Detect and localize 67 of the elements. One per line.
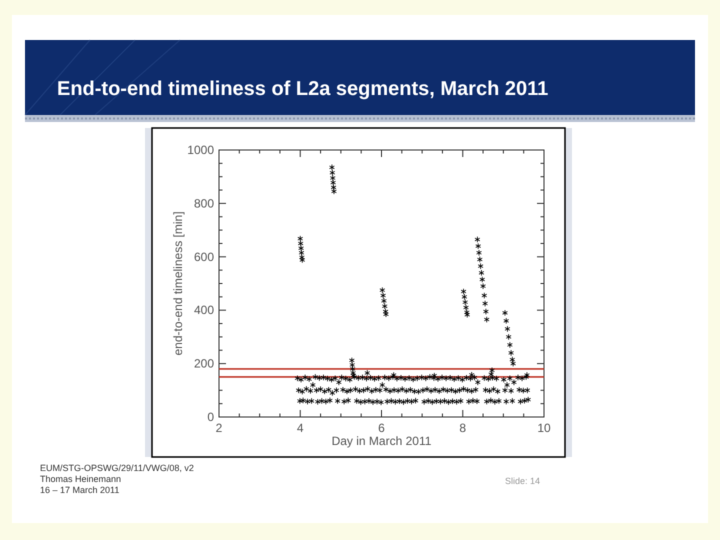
point bbox=[479, 276, 486, 283]
x-tick-label: 4 bbox=[296, 421, 304, 435]
y-axis-title: end-to-end timeliness [min] bbox=[171, 211, 185, 356]
text: 16 – 17 March 2011 bbox=[40, 485, 120, 495]
point bbox=[474, 236, 480, 243]
point bbox=[349, 357, 355, 364]
point bbox=[331, 188, 337, 195]
point bbox=[350, 366, 356, 372]
point bbox=[298, 240, 304, 247]
point bbox=[431, 372, 438, 379]
point bbox=[503, 318, 510, 324]
y-tick-label: 800 bbox=[194, 196, 214, 210]
point bbox=[298, 245, 304, 252]
point bbox=[464, 309, 470, 316]
y-tick-label: 400 bbox=[194, 303, 214, 318]
y-tick-label: 600 bbox=[194, 250, 214, 264]
point bbox=[382, 302, 388, 310]
point bbox=[330, 174, 336, 182]
point bbox=[463, 304, 469, 311]
x-tick-label: 10 bbox=[537, 421, 551, 435]
point bbox=[460, 288, 466, 295]
point bbox=[509, 356, 516, 363]
x-axis-title: Day in March 2011 bbox=[332, 434, 432, 448]
point bbox=[462, 298, 468, 306]
point bbox=[507, 342, 513, 348]
text: EUM/STG-OPSWG/29/11/VWG/08, v2 bbox=[40, 463, 194, 473]
y-tick-label: 1000 bbox=[187, 143, 214, 157]
point bbox=[349, 362, 356, 368]
point bbox=[504, 326, 510, 332]
point bbox=[464, 312, 470, 318]
point bbox=[380, 292, 386, 299]
x-tick-label: 6 bbox=[378, 421, 386, 435]
point bbox=[381, 298, 387, 304]
y-tick-label: 200 bbox=[194, 356, 214, 371]
point bbox=[502, 310, 508, 316]
point bbox=[508, 350, 514, 356]
point bbox=[478, 262, 484, 270]
x-tick-label: 2 bbox=[216, 421, 223, 435]
x-tick-label: 8 bbox=[459, 421, 466, 435]
point bbox=[379, 286, 386, 294]
point bbox=[330, 179, 336, 186]
point bbox=[299, 256, 306, 264]
y-tick-label: 0 bbox=[207, 410, 214, 424]
point bbox=[483, 308, 489, 315]
point bbox=[468, 372, 475, 378]
point bbox=[475, 242, 482, 250]
point bbox=[382, 308, 388, 315]
point bbox=[330, 169, 336, 176]
point bbox=[480, 282, 486, 290]
text: Thomas Heinemann bbox=[40, 474, 122, 484]
point bbox=[476, 256, 483, 263]
text: Slide: 14 bbox=[505, 476, 540, 486]
point bbox=[476, 250, 482, 256]
point bbox=[489, 367, 495, 374]
point bbox=[329, 164, 335, 171]
chart-title: End-to-end timeliness of L2a segments, March 2011 bbox=[57, 78, 548, 100]
point bbox=[484, 316, 490, 323]
point bbox=[478, 270, 484, 276]
point bbox=[482, 300, 488, 307]
point bbox=[481, 292, 488, 299]
point bbox=[383, 311, 389, 318]
point bbox=[298, 250, 304, 256]
point bbox=[510, 360, 516, 367]
point bbox=[506, 334, 512, 340]
point bbox=[330, 184, 336, 191]
point bbox=[297, 235, 304, 242]
point bbox=[462, 294, 468, 300]
